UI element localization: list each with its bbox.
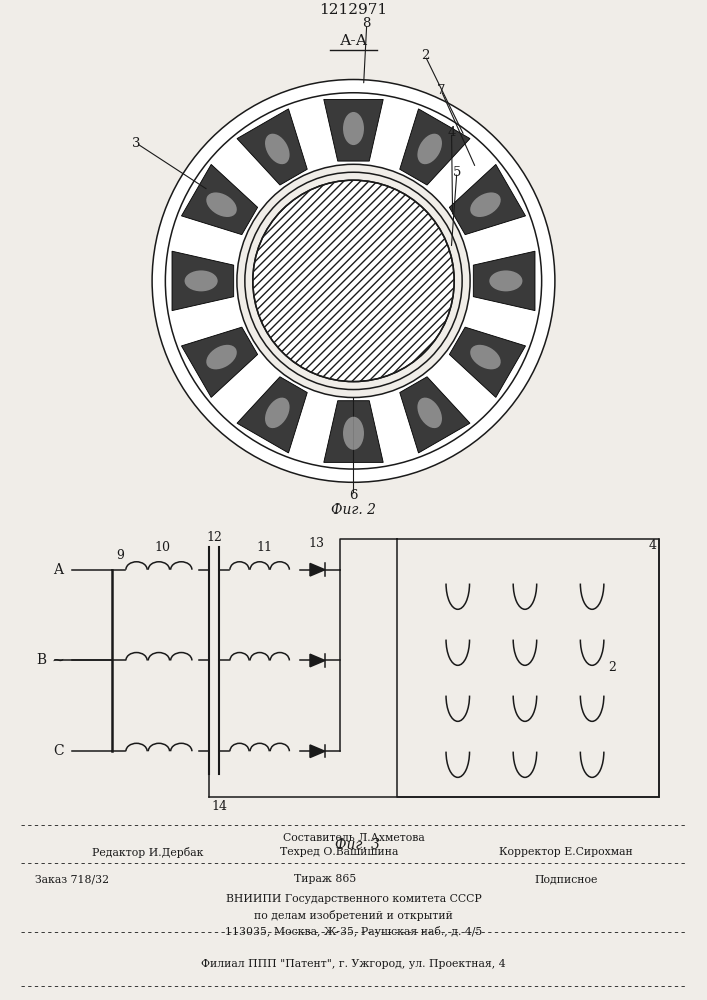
Text: 5: 5	[452, 166, 461, 179]
Text: 7: 7	[437, 84, 445, 97]
Text: C: C	[53, 744, 64, 758]
Circle shape	[237, 164, 470, 397]
Ellipse shape	[265, 134, 290, 164]
Text: 11: 11	[257, 541, 273, 554]
Text: 13: 13	[309, 537, 325, 550]
Ellipse shape	[470, 192, 501, 217]
Ellipse shape	[470, 345, 501, 369]
Polygon shape	[450, 164, 525, 235]
Text: ~: ~	[52, 653, 64, 668]
Polygon shape	[450, 327, 525, 397]
Ellipse shape	[343, 417, 364, 450]
Text: 2: 2	[608, 661, 617, 674]
Polygon shape	[182, 327, 257, 397]
Polygon shape	[310, 654, 325, 667]
Text: Редактор И.Дербак: Редактор И.Дербак	[92, 847, 204, 858]
Ellipse shape	[489, 270, 522, 291]
Ellipse shape	[343, 112, 364, 145]
Text: 10: 10	[154, 541, 170, 554]
Text: Составитель Л.Ахметова: Составитель Л.Ахметова	[283, 833, 424, 843]
Ellipse shape	[206, 192, 237, 217]
Text: 14: 14	[211, 800, 228, 813]
Text: 113035, Москва, Ж-35, Раушская наб., д. 4/5: 113035, Москва, Ж-35, Раушская наб., д. …	[225, 926, 482, 937]
Polygon shape	[310, 745, 325, 757]
Text: А-А: А-А	[339, 34, 368, 48]
Circle shape	[253, 180, 454, 382]
Ellipse shape	[417, 134, 442, 164]
Text: B: B	[36, 653, 47, 667]
Polygon shape	[399, 377, 470, 453]
Polygon shape	[310, 563, 325, 576]
Polygon shape	[182, 164, 257, 235]
Text: 3: 3	[132, 137, 141, 150]
Text: 2: 2	[421, 49, 429, 62]
Polygon shape	[172, 251, 234, 311]
Text: 1212971: 1212971	[320, 3, 387, 17]
Text: 8: 8	[363, 17, 371, 30]
Text: Фиг. 2: Фиг. 2	[331, 503, 376, 517]
Polygon shape	[399, 109, 470, 185]
Polygon shape	[473, 251, 535, 311]
Text: Корректор Е.Сирохман: Корректор Е.Сирохман	[498, 847, 633, 857]
Polygon shape	[237, 109, 308, 185]
Text: ВНИИПИ Государственного комитета СССР: ВНИИПИ Государственного комитета СССР	[226, 894, 481, 904]
Text: Техред О.Вашишина: Техред О.Вашишина	[280, 847, 399, 857]
Text: Тираж 865: Тираж 865	[294, 874, 356, 884]
Text: 9: 9	[116, 549, 124, 562]
Polygon shape	[152, 80, 555, 482]
Polygon shape	[237, 377, 308, 453]
Polygon shape	[324, 99, 383, 161]
Ellipse shape	[417, 398, 442, 428]
Text: Филиал ППП "Патент", г. Ужгород, ул. Проектная, 4: Филиал ППП "Патент", г. Ужгород, ул. Про…	[201, 959, 506, 969]
Text: 12: 12	[206, 531, 222, 544]
Ellipse shape	[206, 345, 237, 369]
Text: Заказ 718/32: Заказ 718/32	[35, 874, 110, 884]
Ellipse shape	[185, 270, 218, 291]
Text: по делам изобретений и открытий: по делам изобретений и открытий	[254, 910, 453, 921]
Ellipse shape	[265, 398, 290, 428]
Polygon shape	[324, 401, 383, 462]
Text: Фиг. 3: Фиг. 3	[334, 838, 380, 852]
Text: A: A	[53, 563, 63, 577]
Text: 6: 6	[349, 489, 358, 502]
Text: 4: 4	[448, 126, 456, 139]
Text: Подписное: Подписное	[534, 874, 597, 884]
Text: 4: 4	[648, 539, 657, 552]
